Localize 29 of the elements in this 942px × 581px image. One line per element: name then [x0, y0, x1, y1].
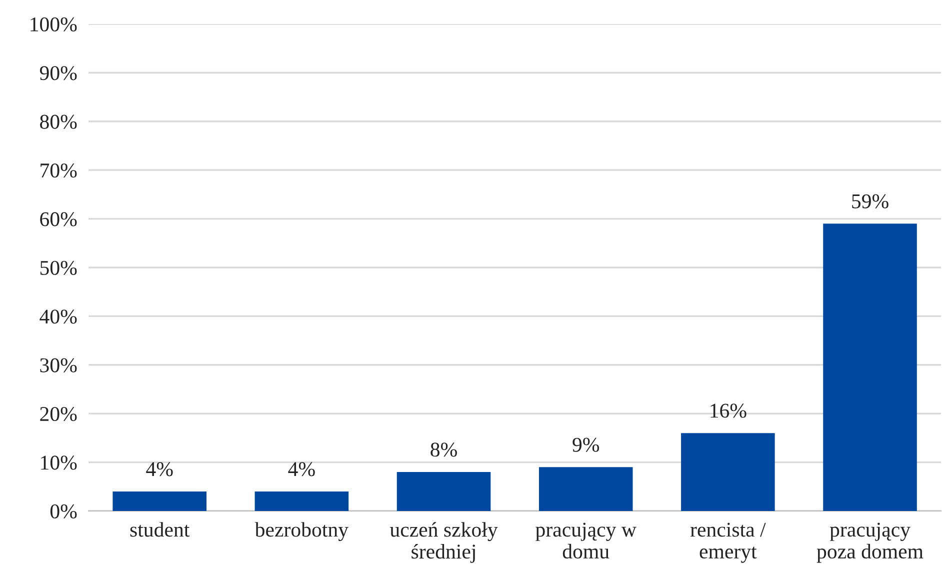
x-tick-label: pracujący poza domem: [816, 522, 924, 563]
bar: [254, 492, 349, 511]
y-tick-label: 0%: [50, 504, 77, 518]
y-tick-label: 70%: [40, 163, 77, 178]
bar: [538, 467, 633, 511]
y-tick-label: 60%: [40, 212, 77, 226]
x-tick-label: rencista / emeryt: [690, 522, 766, 563]
y-tick-label: 100%: [30, 17, 77, 32]
bar: [396, 472, 491, 511]
bar: [112, 492, 206, 511]
data-label: 59%: [852, 194, 888, 208]
y-tick-label: 10%: [41, 456, 77, 470]
y-tick-label: 30%: [40, 358, 77, 372]
bar: [681, 433, 775, 511]
data-label: 4%: [146, 462, 173, 476]
y-tick-label: 90%: [40, 66, 77, 80]
y-tick-label: 40%: [40, 310, 77, 324]
y-tick-label: 20%: [40, 406, 77, 422]
data-label: 4%: [288, 462, 315, 476]
x-tick-label: uczeń szkoły średniej: [390, 522, 498, 563]
data-label: 16%: [710, 404, 746, 418]
x-tick-label: student: [130, 522, 190, 537]
x-tick-label: bezrobotny: [254, 522, 348, 542]
y-tick-label: 80%: [40, 114, 77, 129]
bar: [823, 224, 917, 511]
y-tick-label: 50%: [40, 260, 77, 275]
x-tick-label: pracujący w domu: [536, 522, 636, 559]
data-label: 8%: [430, 442, 457, 457]
data-label: 9%: [572, 438, 600, 452]
